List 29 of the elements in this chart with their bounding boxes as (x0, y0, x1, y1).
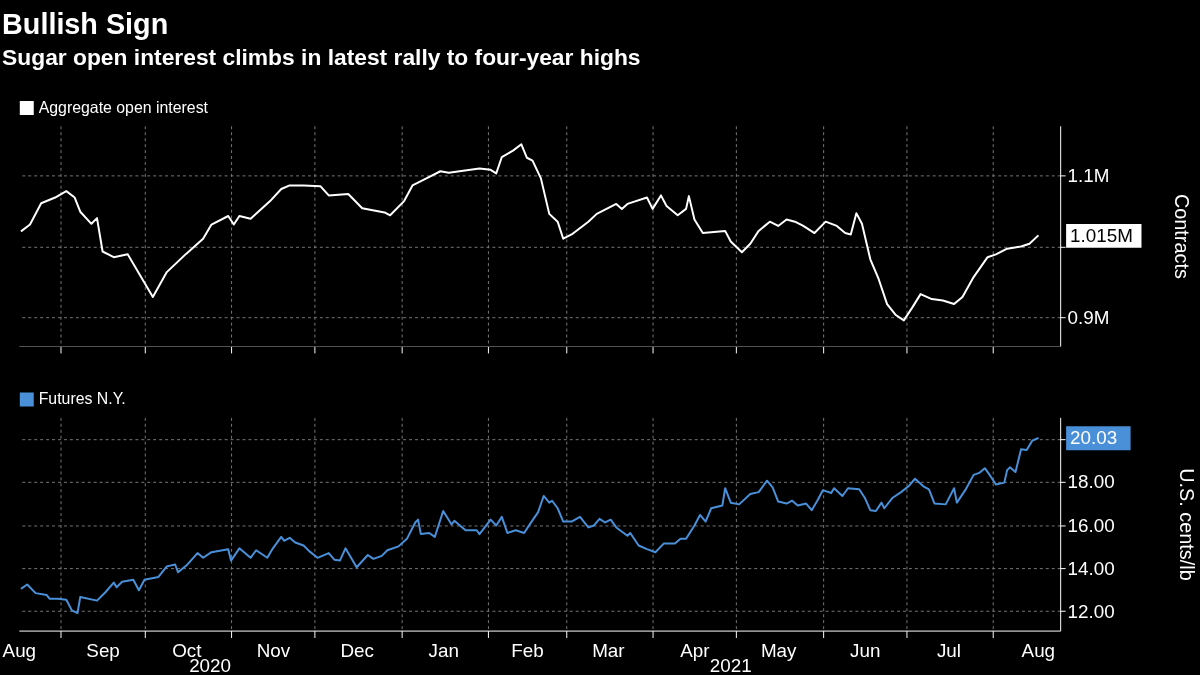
x-tick-label: Jul (936, 639, 962, 661)
y-tick-label: 0.9M (1067, 307, 1110, 328)
legend-label: Futures N.Y. (38, 390, 126, 408)
data-label: 20.03 (1070, 427, 1118, 449)
y-tick-label: 1.1M (1067, 164, 1110, 186)
x-tick-label: Aug (2, 639, 37, 661)
y-axis-title: Contracts (1170, 193, 1193, 279)
x-tick-label: Jan (428, 639, 459, 661)
x-tick-label: May (760, 639, 798, 661)
x-tick-label: Dec (340, 639, 374, 661)
y-tick-label: 12.00 (1067, 600, 1115, 622)
chart-subtitle: Sugar open interest climbs in latest rally to four-year highs (2, 44, 641, 71)
x-tick-label: Apr (680, 639, 710, 661)
text: 2021 (709, 655, 752, 675)
x-tick-label: Mar (592, 639, 625, 661)
x-tick-label: Nov (256, 639, 291, 661)
line-series (20, 143, 1039, 322)
y-tick-label: 16.00 (1067, 514, 1115, 536)
x-tick-label: Aug (1021, 639, 1056, 661)
chart-title: Bullish Sign (2, 7, 169, 40)
y-tick-label: 18.00 (1067, 471, 1115, 493)
y-axis-title: U.S. cents/lb (1176, 468, 1199, 581)
x-tick-label: Jun (850, 639, 881, 661)
x-tick-label: Feb (511, 639, 544, 661)
legend-label: Aggregate open interest (38, 98, 209, 116)
line-series (20, 437, 1039, 615)
x-tick-label: Sep (86, 639, 120, 661)
y-tick-label: 14.00 (1067, 557, 1115, 579)
data-label: 1.015M (1070, 224, 1133, 246)
